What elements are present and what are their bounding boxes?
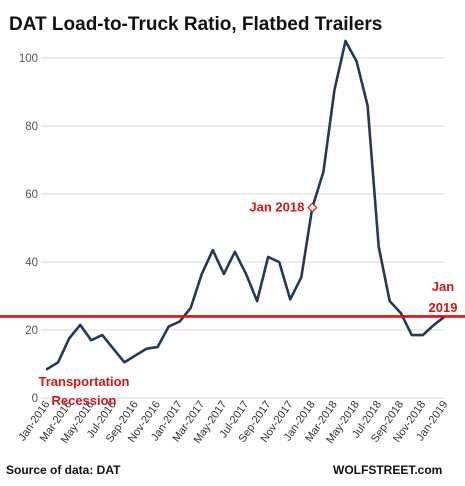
jan-2018-marker	[307, 202, 318, 213]
grid	[41, 57, 445, 399]
y-tick-label: 40	[25, 257, 38, 269]
annotation-jan-2019-line: 2019	[429, 300, 458, 315]
y-tick-label: 0	[32, 393, 38, 405]
chart-title: DAT Load-to-Truck Ratio, Flatbed Trailer…	[9, 14, 382, 35]
annotation-jan-2019-line: Jan	[432, 279, 454, 294]
annotation-recession-line: Recession	[51, 393, 116, 408]
y-tick-label: 100	[19, 53, 38, 65]
source-note: Source of data: DAT	[6, 463, 121, 477]
annotation-recession-line: Transportation	[38, 374, 129, 389]
y-tick-label: 80	[25, 121, 38, 133]
series-line	[45, 39, 447, 371]
annotations: Jan 2018 Jan 2019 Transportation Recession	[38, 200, 457, 408]
series-layer	[45, 39, 447, 371]
y-axis: 0 20 40 60 80 100	[19, 53, 38, 405]
annotation-jan-2018: Jan 2018	[249, 200, 304, 215]
y-tick-label: 20	[25, 325, 38, 337]
brand-label: WOLFSTREET.com	[333, 463, 442, 477]
y-tick-label: 60	[25, 189, 38, 201]
